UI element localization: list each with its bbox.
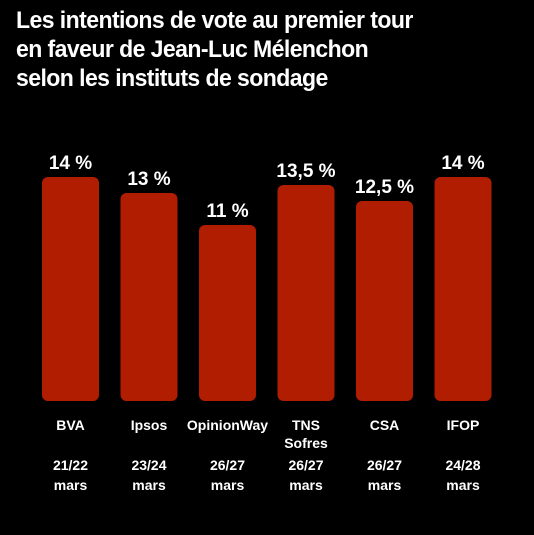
- bar: [356, 201, 413, 401]
- bar: [120, 193, 178, 401]
- bar: [42, 177, 99, 401]
- bar-value-label: 13 %: [127, 169, 170, 190]
- bar-value-label: 12,5 %: [355, 177, 414, 198]
- category-label: IFOP: [447, 417, 480, 433]
- category-label: OpinionWay: [187, 417, 268, 433]
- category-label: Sofres: [284, 435, 328, 451]
- bar: [277, 185, 335, 401]
- date-label: 26/27: [210, 457, 245, 473]
- date-label: mars: [368, 477, 402, 493]
- date-label: mars: [211, 477, 245, 493]
- date-label: 24/28: [445, 457, 480, 473]
- date-label: 23/24: [131, 457, 166, 473]
- bar: [434, 177, 492, 401]
- category-label: CSA: [370, 417, 400, 433]
- chart-title: Les intentions de vote au premier tour e…: [16, 7, 413, 92]
- bar-value-label: 14 %: [49, 153, 92, 174]
- bar-value-label: 11 %: [206, 201, 248, 222]
- date-label: mars: [132, 477, 166, 493]
- date-label: 26/27: [288, 457, 323, 473]
- category-label: Ipsos: [131, 417, 168, 433]
- bar-value-label: 13,5 %: [276, 161, 335, 182]
- bar-value-label: 14 %: [441, 153, 484, 174]
- date-label: mars: [54, 477, 88, 493]
- date-label: mars: [446, 477, 480, 493]
- category-label: BVA: [56, 417, 85, 433]
- date-label: mars: [289, 477, 323, 493]
- date-label: 26/27: [367, 457, 402, 473]
- bar: [199, 225, 256, 401]
- category-label: TNS: [292, 417, 320, 433]
- date-label: 21/22: [53, 457, 88, 473]
